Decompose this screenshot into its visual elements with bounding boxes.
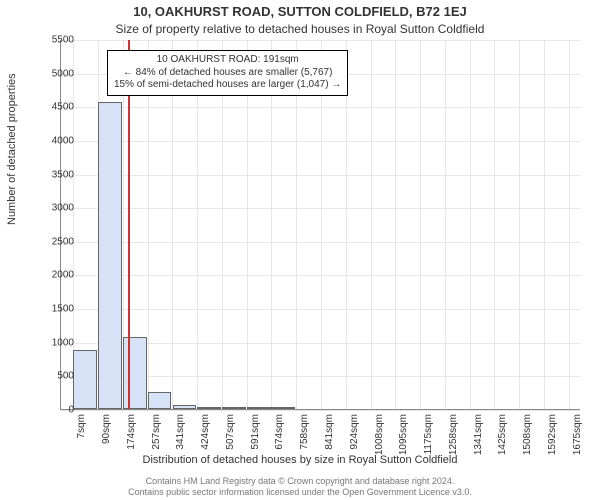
credits-line-2: Contains public sector information licen… [128, 487, 472, 497]
gridline-v [519, 40, 520, 409]
y-tick-label: 3000 [34, 203, 74, 214]
histogram-bar [148, 392, 172, 409]
y-axis-title: Number of detached properties [6, 73, 18, 225]
x-tick-label: 924sqm [349, 414, 360, 450]
histogram-bar [271, 407, 295, 409]
gridline-v [445, 40, 446, 409]
x-tick-label: 1592sqm [547, 414, 558, 455]
x-tick-label: 841sqm [324, 414, 335, 450]
y-tick-label: 2000 [34, 270, 74, 281]
x-tick-label: 90sqm [101, 414, 112, 444]
gridline-h [61, 410, 580, 411]
histogram-bar [222, 407, 246, 409]
y-tick-label: 1500 [34, 304, 74, 315]
x-tick-label: 341sqm [175, 414, 186, 450]
page-title: 10, OAKHURST ROAD, SUTTON COLDFIELD, B72… [0, 4, 600, 19]
x-tick-label: 1008sqm [374, 414, 385, 455]
histogram-bar [123, 337, 147, 409]
x-tick-label: 674sqm [274, 414, 285, 450]
x-tick-label: 1425sqm [497, 414, 508, 455]
y-tick-label: 3500 [34, 169, 74, 180]
y-tick-label: 500 [34, 371, 74, 382]
x-tick-label: 1258sqm [448, 414, 459, 455]
histogram-bar [173, 405, 197, 409]
y-tick-label: 2500 [34, 236, 74, 247]
credits-line-1: Contains HM Land Registry data © Crown c… [146, 476, 455, 486]
x-axis-title: Distribution of detached houses by size … [0, 454, 600, 466]
y-tick-label: 5000 [34, 68, 74, 79]
credits: Contains HM Land Registry data © Crown c… [0, 476, 600, 498]
x-tick-label: 424sqm [200, 414, 211, 450]
histogram-bar [98, 102, 122, 409]
x-tick-label: 1341sqm [473, 414, 484, 455]
x-tick-label: 174sqm [126, 414, 137, 450]
chart-page: 10, OAKHURST ROAD, SUTTON COLDFIELD, B72… [0, 0, 600, 500]
x-tick-label: 1675sqm [572, 414, 583, 455]
gridline-v [371, 40, 372, 409]
gridline-v [494, 40, 495, 409]
y-tick-label: 4500 [34, 102, 74, 113]
gridline-v [470, 40, 471, 409]
histogram-bar [247, 407, 271, 409]
histogram-plot: 10 OAKHURST ROAD: 191sqm← 84% of detache… [60, 40, 580, 410]
gridline-v [569, 40, 570, 409]
gridline-v [544, 40, 545, 409]
annotation-line: 15% of semi-detached houses are larger (… [114, 79, 341, 92]
y-tick-label: 1000 [34, 337, 74, 348]
gridline-v [395, 40, 396, 409]
x-tick-label: 1175sqm [423, 414, 434, 454]
annotation-line: 10 OAKHURST ROAD: 191sqm [114, 54, 341, 67]
annotation-line: ← 84% of detached houses are smaller (5,… [114, 67, 341, 80]
histogram-bar [73, 350, 97, 409]
page-subtitle: Size of property relative to detached ho… [0, 22, 600, 36]
x-tick-label: 1095sqm [398, 414, 409, 455]
y-tick-label: 4000 [34, 135, 74, 146]
x-tick-label: 591sqm [250, 414, 261, 450]
x-tick-label: 507sqm [225, 414, 236, 450]
histogram-bar [197, 407, 221, 409]
gridline-v [420, 40, 421, 409]
x-tick-label: 1508sqm [522, 414, 533, 455]
y-tick-label: 5500 [34, 35, 74, 46]
y-tick-label: 0 [34, 405, 74, 416]
annotation-box: 10 OAKHURST ROAD: 191sqm← 84% of detache… [107, 50, 348, 96]
x-tick-label: 7sqm [76, 414, 87, 438]
x-tick-label: 257sqm [151, 414, 162, 450]
x-tick-label: 758sqm [299, 414, 310, 450]
